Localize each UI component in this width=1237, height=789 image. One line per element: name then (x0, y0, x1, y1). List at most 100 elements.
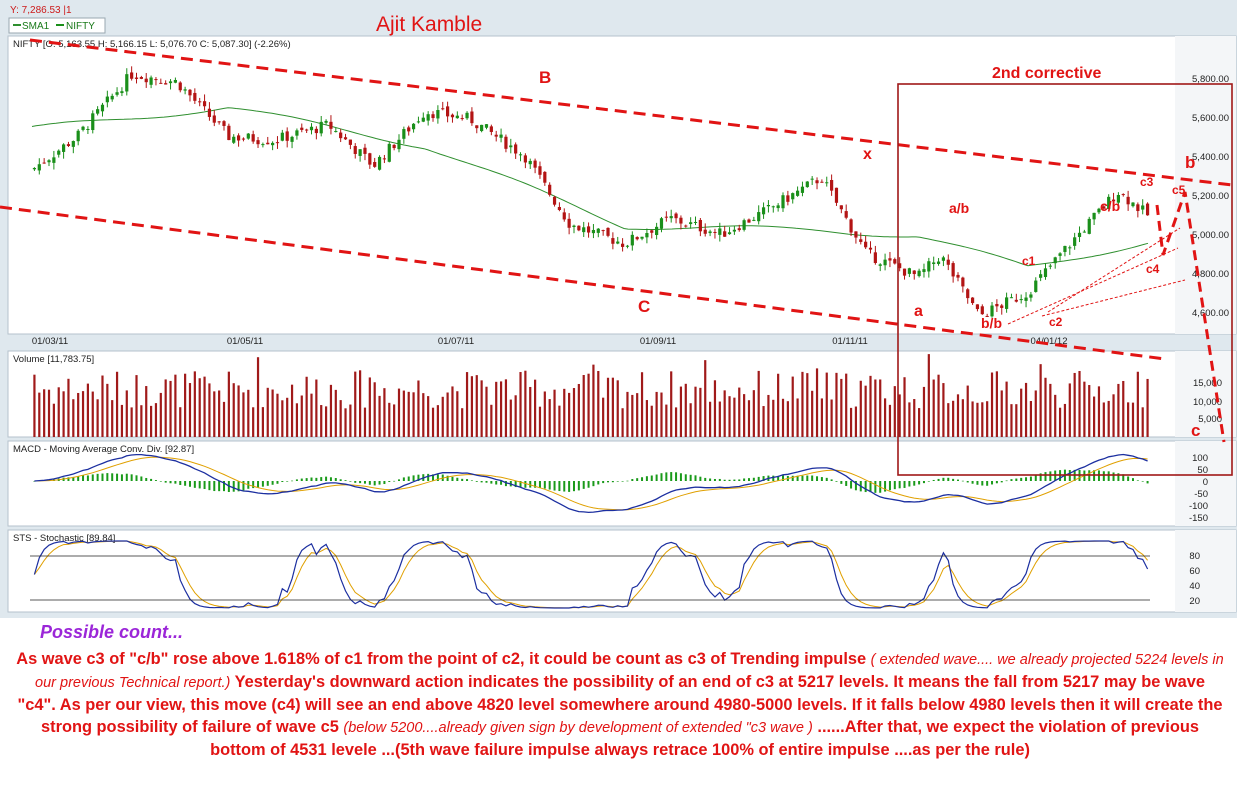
candle (125, 68, 129, 96)
volume-bar (1020, 388, 1023, 437)
candle (494, 130, 498, 142)
macd-hist-bar (475, 481, 478, 482)
wave-label-c2: c2 (1049, 315, 1063, 329)
macd-hist-bar (888, 481, 891, 491)
macd-hist-bar (1131, 478, 1134, 481)
volume-bar (626, 391, 629, 437)
candle (480, 124, 484, 133)
macd-y-axis: 100 50 0 -50 -100 -150 (1189, 453, 1208, 524)
volume-bar (1073, 372, 1076, 437)
volume-bar (1093, 396, 1096, 437)
macd-hist-bar (276, 481, 279, 484)
candle (873, 245, 877, 265)
volume-bar (407, 391, 410, 437)
volume-bar (1010, 404, 1013, 437)
volume-bar (456, 391, 459, 437)
price-panel-title: NIFTY [O: 5,163.55 H: 5,166.15 L: 5,076.… (13, 39, 291, 50)
volume-bar (524, 370, 527, 437)
volume-bar (893, 386, 896, 437)
macd-hist-bar (1112, 472, 1115, 481)
macd-hist-bar (937, 478, 940, 481)
macd-hist-bar (942, 477, 945, 481)
date-tick-0: 01/03/11 (32, 336, 68, 347)
macd-hist-bar (893, 481, 896, 490)
candle (407, 125, 411, 136)
volume-bar (694, 386, 697, 437)
second-corrective-label: 2nd corrective (992, 65, 1101, 82)
volume-bar (490, 404, 493, 437)
candle (261, 142, 265, 148)
volume-bar (864, 385, 867, 437)
candle (723, 225, 727, 237)
candle (334, 127, 338, 133)
volume-bar (475, 375, 478, 437)
candle (1121, 193, 1125, 197)
candle (747, 218, 751, 223)
volume-bar (519, 372, 522, 437)
volume-bar (237, 385, 240, 437)
candle (450, 113, 455, 123)
candle (275, 136, 280, 149)
macd-hist-bar (713, 478, 716, 481)
analysis-text-area: Possible count... As wave c3 of "c/b" ro… (0, 618, 1237, 789)
candle (956, 272, 960, 282)
candle (1082, 229, 1086, 233)
volume-bar (674, 407, 678, 437)
candle (256, 137, 260, 148)
candle (1043, 263, 1048, 280)
volume-bar (966, 385, 969, 437)
candle (314, 126, 318, 140)
channel-lower-line (0, 205, 1166, 361)
volume-bar (908, 402, 911, 437)
macd-hist-bar (830, 479, 833, 481)
price-tick-5000: 5,000.00 (1192, 230, 1229, 241)
wave-label-b: b (1185, 153, 1195, 172)
candle (499, 128, 503, 143)
volume-bar (514, 395, 517, 437)
projection-path (1155, 191, 1226, 443)
volume-axis-strip (1175, 351, 1236, 437)
macd-hist-bar (266, 481, 269, 486)
price-tick-5600: 5,600.00 (1192, 113, 1229, 124)
macd-hist-bar (602, 481, 605, 484)
macd-hist-bar (388, 481, 391, 482)
author-title: Ajit Kamble (376, 13, 482, 36)
macd-hist-bar (1122, 474, 1125, 481)
volume-bar (913, 399, 916, 437)
volume-bar (77, 392, 80, 437)
macd-hist-bar (407, 476, 410, 481)
volume-bar (1141, 407, 1144, 437)
macd-hist-bar (1049, 471, 1052, 481)
volume-bar (135, 375, 138, 437)
candle (134, 72, 139, 84)
macd-hist-bar (626, 480, 629, 482)
candle (1019, 294, 1023, 304)
macd-hist-bar (295, 479, 298, 481)
candle (655, 222, 659, 240)
channel-upper-line (29, 38, 1233, 187)
volume-bar (1044, 377, 1047, 437)
macd-hist-bar (1044, 472, 1047, 481)
macd-hist-bar (538, 481, 541, 489)
sma-series (31, 107, 1149, 267)
macd-hist-bar (616, 481, 619, 482)
candle (703, 223, 707, 237)
candle (1131, 202, 1135, 208)
macd-hist-bar (359, 481, 362, 484)
macd-axis-strip (1175, 441, 1236, 526)
macd-hist-bar (772, 475, 775, 481)
macd-hist-bar (145, 477, 148, 481)
volume-bar (324, 406, 328, 437)
macd-hist-bar (490, 481, 493, 484)
candle (1092, 212, 1096, 226)
macd-hist-bar (339, 479, 342, 481)
candle (932, 256, 936, 271)
macd-hist-bar (796, 475, 799, 481)
volume-bar (830, 399, 833, 437)
macd-hist-bar (947, 477, 950, 481)
volume-bar (115, 371, 119, 437)
macd-hist-bar (237, 481, 240, 492)
candle (280, 129, 284, 142)
macd-hist-bar (733, 479, 736, 481)
macd-hist-bar (135, 475, 138, 481)
